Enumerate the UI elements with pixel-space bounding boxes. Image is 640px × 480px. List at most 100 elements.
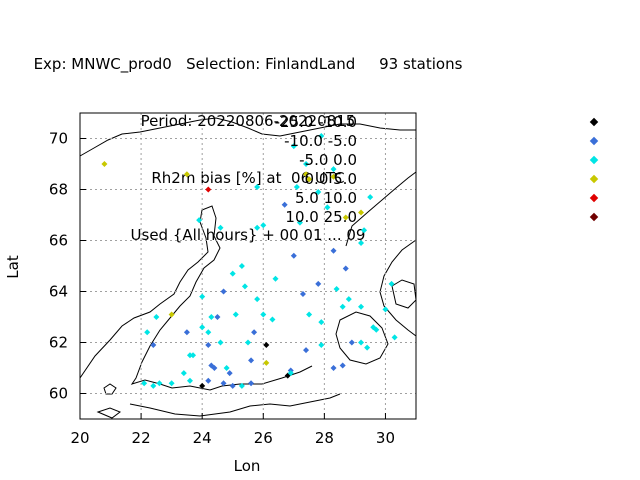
station-point (199, 324, 206, 331)
x-tick-label: 30 (376, 429, 395, 447)
station-point (287, 370, 294, 377)
station-point (263, 342, 270, 349)
station-point (272, 275, 279, 282)
station-point (364, 344, 371, 351)
station-point (211, 365, 218, 371)
station-point (183, 171, 190, 178)
station-point (196, 217, 203, 224)
station-point (180, 370, 187, 377)
station-point (348, 339, 355, 346)
station-point (367, 194, 374, 201)
station-point (214, 314, 221, 320)
station-point (101, 161, 108, 167)
station-point (220, 288, 227, 295)
station-point (190, 352, 197, 359)
station-point (168, 380, 175, 387)
station-point (345, 296, 352, 303)
station-point (150, 342, 157, 349)
station-point (358, 209, 365, 216)
station-point (269, 316, 276, 323)
title-line-2: Period: 20220806-20220815 (140, 112, 356, 130)
station-point (238, 263, 245, 269)
y-tick-label: 60 (49, 385, 68, 403)
station-point (220, 380, 227, 387)
station-point (306, 311, 313, 318)
legend-label: 5.0 10.0 (294, 189, 357, 207)
station-point (324, 204, 331, 211)
station-point (281, 201, 288, 208)
y-tick-label: 70 (49, 130, 68, 148)
station-point (303, 161, 310, 167)
station-point (156, 380, 163, 387)
station-point (358, 303, 365, 310)
station-point (290, 143, 297, 150)
coastline-arctic-north (79, 117, 416, 157)
station-point (263, 359, 270, 366)
legend-label: -25.0 -10.0 (274, 113, 357, 131)
station-point (205, 377, 212, 384)
title-line-4: Used {All hours} + 00 01 ... 09 (130, 226, 366, 244)
station-point (183, 329, 190, 336)
station-point (205, 186, 212, 193)
x-axis-label: Lon (234, 457, 261, 475)
station-point (205, 342, 212, 349)
legend-label: -10.0 -5.0 (284, 132, 357, 150)
station-point (141, 380, 148, 387)
station-point (186, 377, 193, 384)
station-point (358, 240, 365, 247)
station-point (299, 291, 306, 298)
station-point (333, 285, 340, 292)
station-point (241, 283, 248, 290)
station-point (260, 222, 267, 229)
y-tick-label: 68 (49, 181, 68, 199)
station-point (373, 326, 380, 333)
station-point (254, 183, 261, 190)
station-point (208, 314, 215, 320)
station-point (342, 265, 349, 272)
y-axis-label: Lat (4, 255, 22, 279)
y-tick-label: 64 (49, 283, 68, 301)
plot-frame (79, 112, 417, 420)
station-point (199, 382, 206, 389)
lake-onega (391, 279, 417, 309)
axes: 20 22 24 26 28 30 60 62 64 66 68 70 (49, 112, 417, 447)
station-point (296, 219, 303, 226)
station-point (290, 252, 297, 259)
station-point (342, 214, 349, 221)
station-point (254, 224, 261, 231)
station-point (144, 329, 151, 336)
x-tick-label: 20 (70, 429, 89, 447)
station-point (238, 382, 245, 389)
station-point (303, 171, 310, 178)
station-point (318, 132, 325, 139)
station-point (330, 365, 337, 371)
coastline-gulf-of-bothnia (79, 205, 313, 391)
station-point (254, 296, 261, 303)
station-point (223, 365, 230, 371)
station-point (358, 339, 365, 346)
station-point (248, 357, 255, 364)
station-point (391, 334, 398, 341)
legend-label: 10.0 25.0 (285, 208, 357, 226)
station-point (382, 306, 389, 313)
lake-ladoga (335, 311, 389, 365)
station-point (251, 329, 258, 336)
y-tick-label: 66 (49, 232, 68, 250)
station-point (150, 382, 157, 389)
station-point (318, 342, 325, 349)
legend-label: 0.0 5.0 (304, 170, 357, 188)
station-point (217, 224, 224, 231)
data-points (101, 132, 398, 389)
station-point (199, 293, 206, 300)
station-point (248, 380, 255, 387)
station-point (229, 382, 236, 389)
station-point (260, 311, 267, 318)
title-line-3: Rh2m bias [%] at 06 UTC (151, 169, 345, 187)
station-point (217, 339, 224, 346)
y-tick-label: 62 (49, 334, 68, 352)
station-point (315, 280, 322, 287)
grid (80, 113, 416, 419)
x-tick-label: 24 (193, 429, 212, 447)
station-point (303, 347, 310, 354)
x-tick-label: 28 (315, 429, 334, 447)
